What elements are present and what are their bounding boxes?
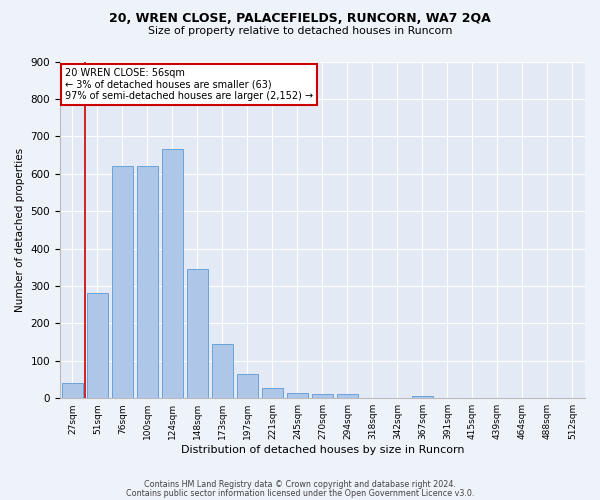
Text: Contains public sector information licensed under the Open Government Licence v3: Contains public sector information licen… <box>126 488 474 498</box>
Bar <box>337 394 358 398</box>
Bar <box>262 388 283 398</box>
Text: 20, WREN CLOSE, PALACEFIELDS, RUNCORN, WA7 2QA: 20, WREN CLOSE, PALACEFIELDS, RUNCORN, W… <box>109 12 491 26</box>
Bar <box>312 394 333 398</box>
Bar <box>137 166 158 398</box>
Bar <box>87 294 108 398</box>
Bar <box>287 394 308 398</box>
Bar <box>412 396 433 398</box>
Bar <box>237 374 258 398</box>
Text: 20 WREN CLOSE: 56sqm
← 3% of detached houses are smaller (63)
97% of semi-detach: 20 WREN CLOSE: 56sqm ← 3% of detached ho… <box>65 68 313 102</box>
Bar <box>162 150 183 398</box>
Bar <box>187 269 208 398</box>
X-axis label: Distribution of detached houses by size in Runcorn: Distribution of detached houses by size … <box>181 445 464 455</box>
Text: Contains HM Land Registry data © Crown copyright and database right 2024.: Contains HM Land Registry data © Crown c… <box>144 480 456 489</box>
Y-axis label: Number of detached properties: Number of detached properties <box>15 148 25 312</box>
Bar <box>62 383 83 398</box>
Bar <box>212 344 233 398</box>
Bar <box>112 166 133 398</box>
Text: Size of property relative to detached houses in Runcorn: Size of property relative to detached ho… <box>148 26 452 36</box>
